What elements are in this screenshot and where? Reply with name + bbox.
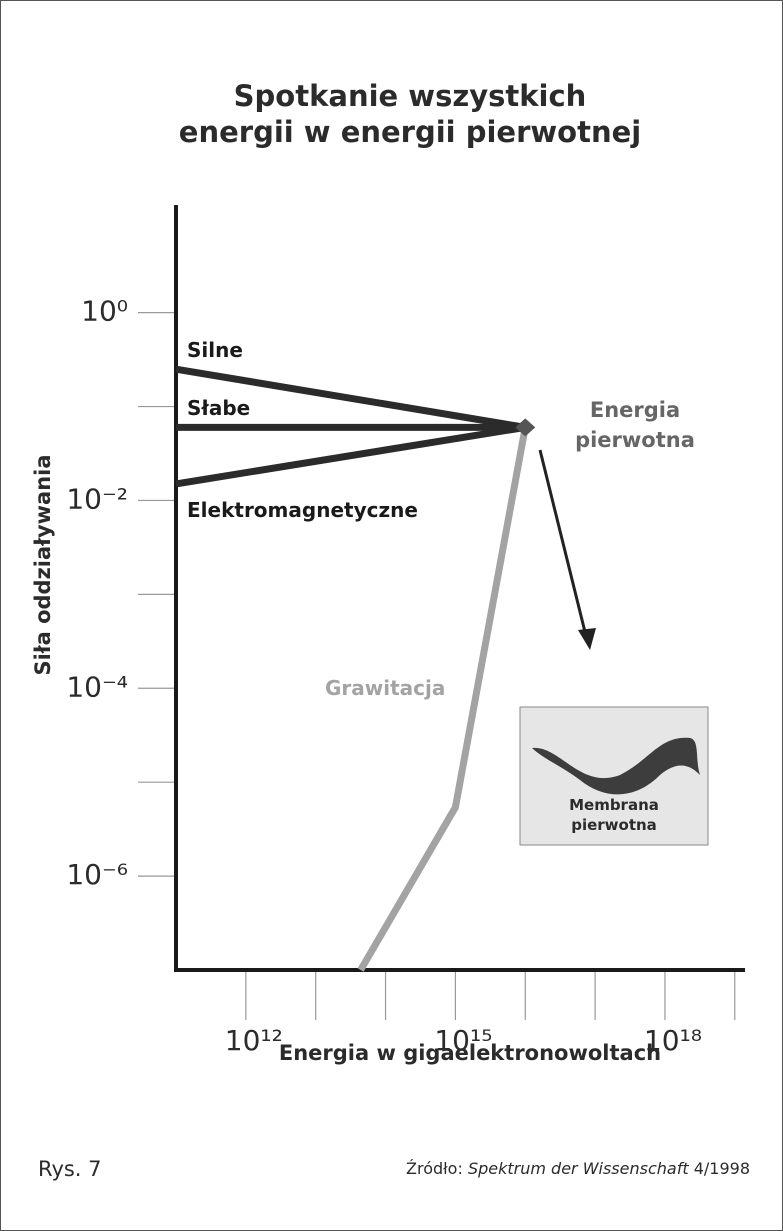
source-prefix: Źródło: <box>406 1159 463 1178</box>
y-tick-label: 10⁻² <box>66 482 128 515</box>
annotation: Energia <box>590 398 680 422</box>
y-tick-label: 10⁻⁴ <box>66 670 128 703</box>
series-label: Silne <box>187 338 243 362</box>
y-tick-label: 10⁰ <box>81 295 128 328</box>
series-label: Słabe <box>187 396 250 420</box>
source-title: Spektrum der Wissenschaft <box>468 1159 689 1178</box>
inset-label: Membrana <box>569 796 659 814</box>
series-label: Elektromagnetyczne <box>187 498 418 522</box>
x-tick-label: 10¹² <box>225 1024 283 1057</box>
source-issue: 4/1998 <box>694 1159 750 1178</box>
inset-label: pierwotna <box>571 816 657 834</box>
source: Źródło: Spektrum der Wissenschaft 4/1998 <box>406 1159 750 1178</box>
x-tick-label: 10¹⁵ <box>434 1024 492 1057</box>
y-axis-label: Siła oddziaływania <box>31 454 55 675</box>
chart: Spotkanie wszystkich energii w energii p… <box>0 0 783 1231</box>
chart-title: energii w energii pierwotnej <box>179 115 641 149</box>
y-tick-label: 10⁻⁶ <box>66 858 128 891</box>
annotation: pierwotna <box>575 428 695 452</box>
x-tick-label: 10¹⁸ <box>644 1024 702 1057</box>
series-label: Grawitacja <box>325 676 445 700</box>
figure-label: Rys. 7 <box>38 1157 102 1181</box>
chart-title: Spotkanie wszystkich <box>234 79 587 113</box>
